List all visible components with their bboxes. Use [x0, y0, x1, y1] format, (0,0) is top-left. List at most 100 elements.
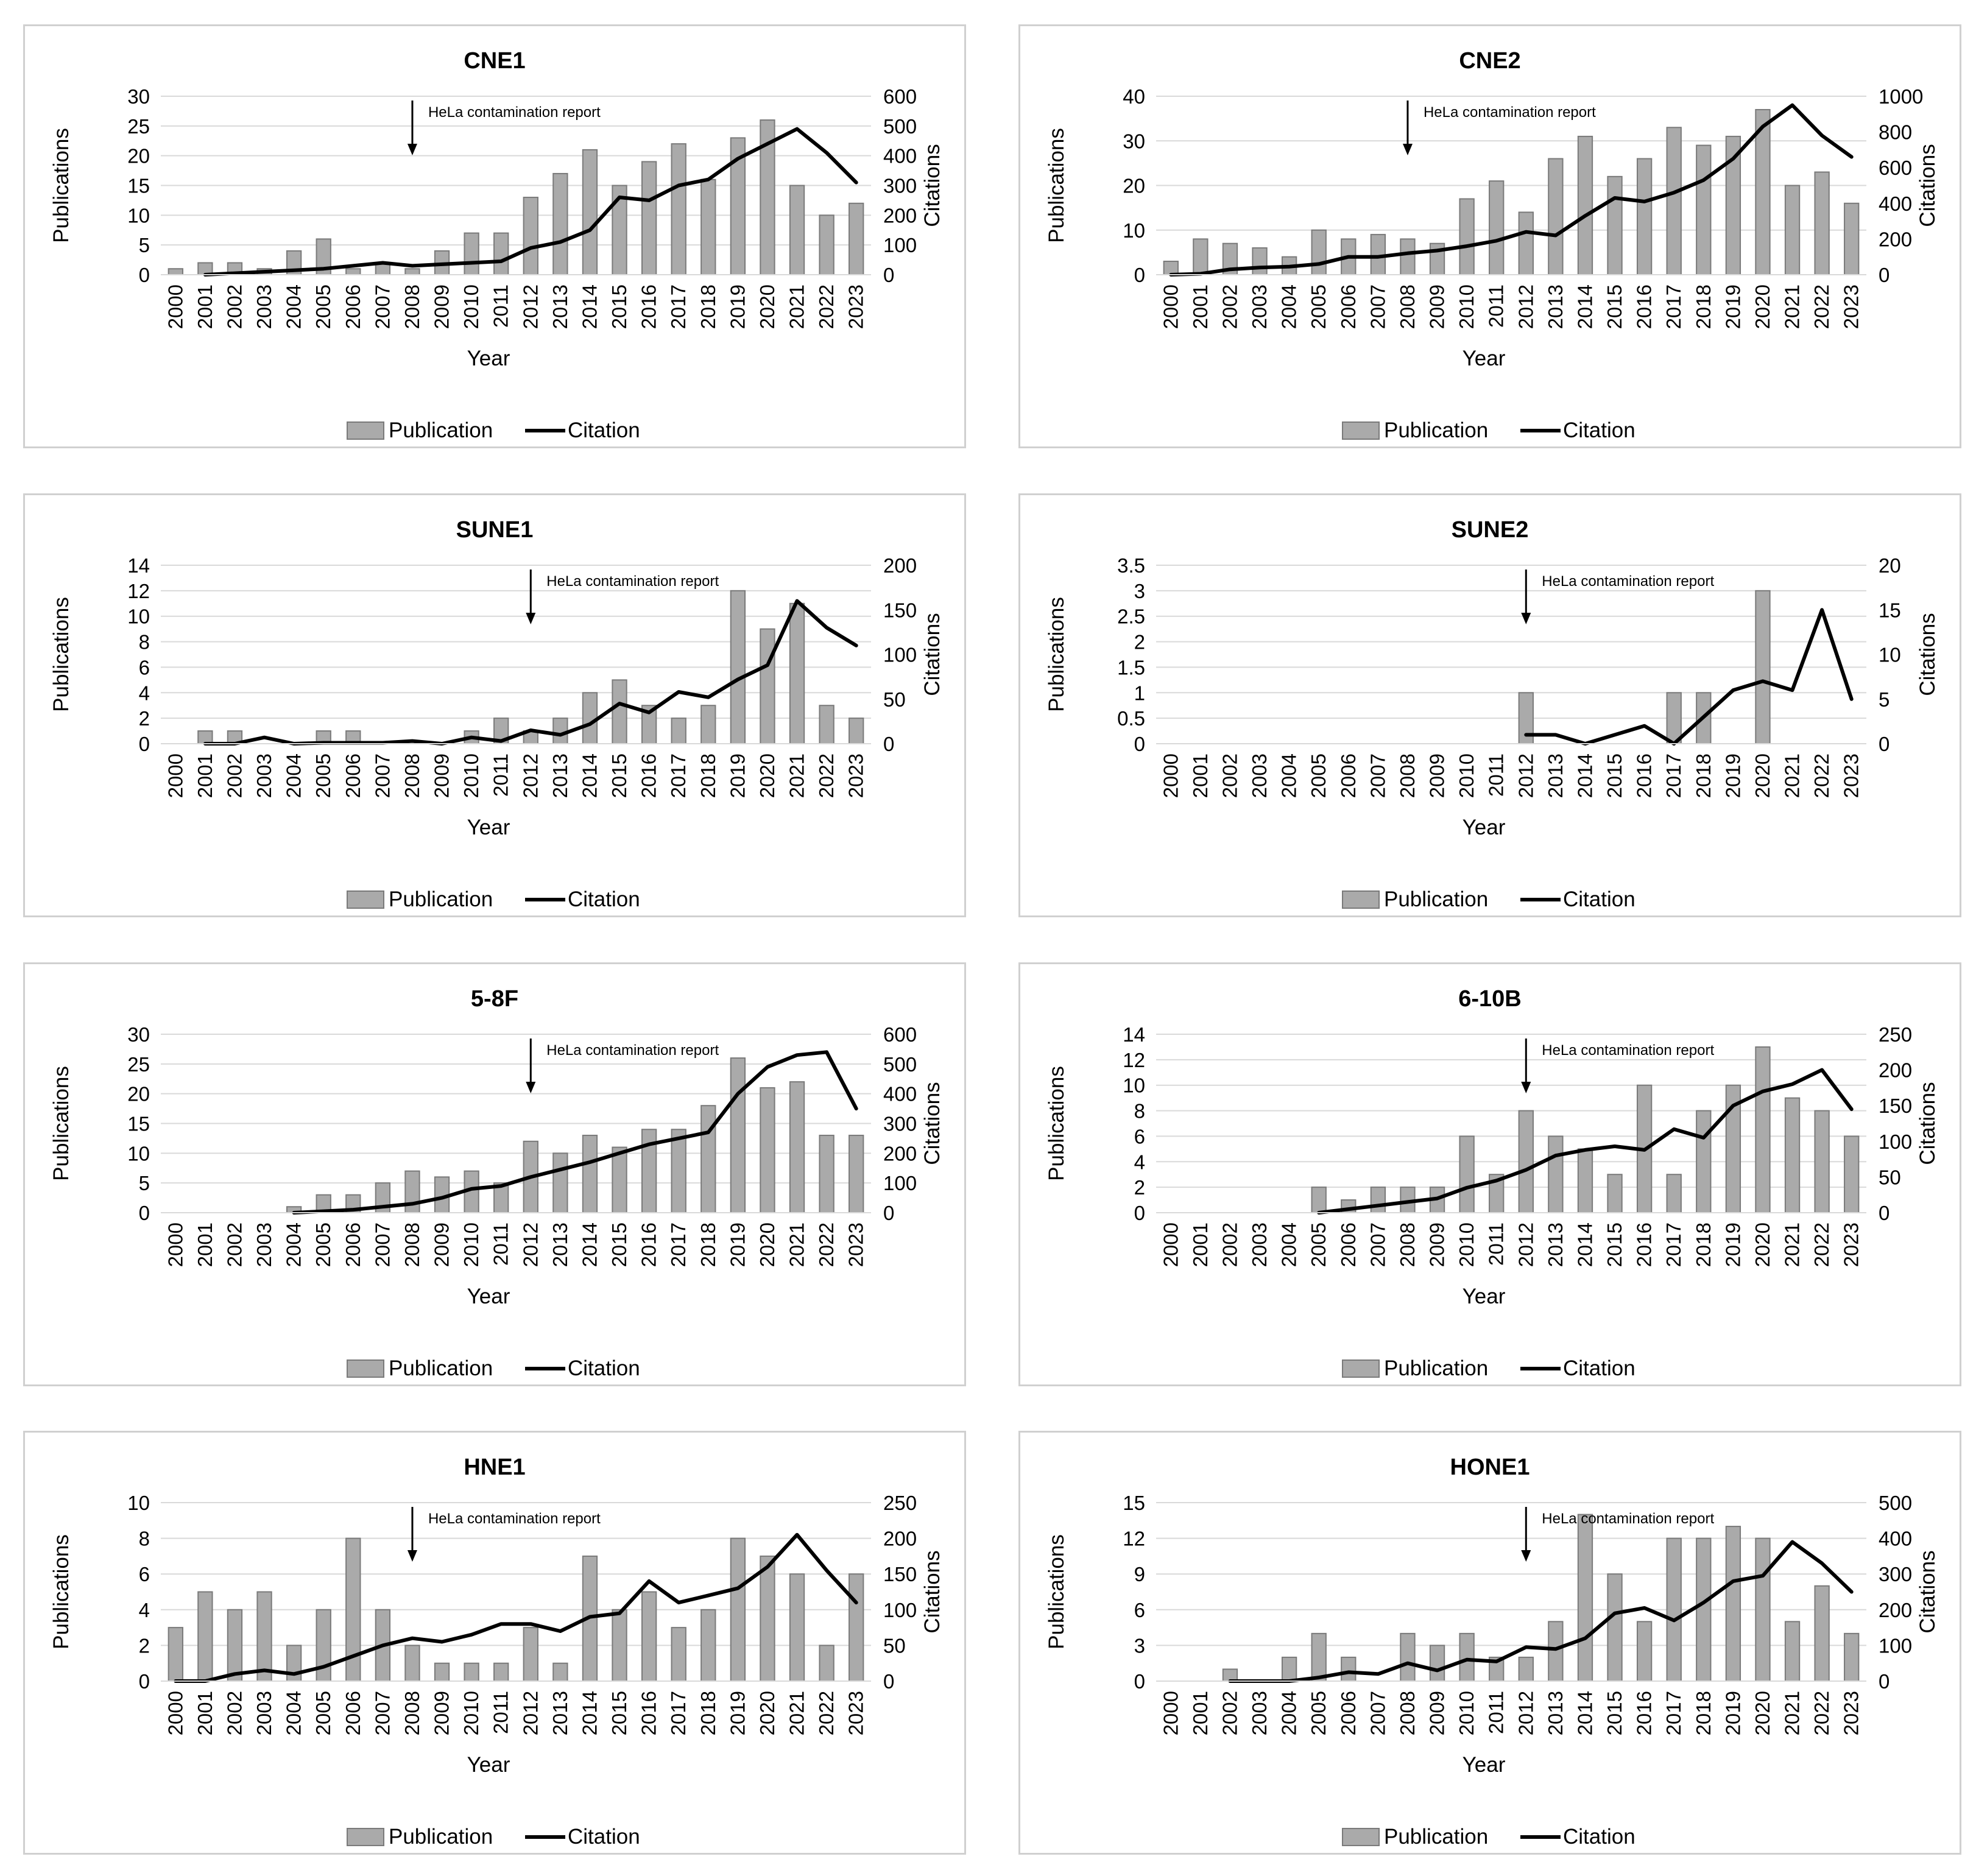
right-tick-label: 20 [1879, 554, 1901, 577]
x-tick-label: 2002 [223, 753, 245, 798]
x-tick-label: 2021 [786, 1691, 808, 1735]
x-tick-label: 2004 [283, 753, 305, 798]
x-tick-label: 2004 [283, 1691, 305, 1735]
x-axis-label: Year [1463, 1753, 1506, 1777]
publication-bar [1193, 238, 1209, 275]
annotation-label: HeLa contamination report [1542, 573, 1714, 590]
x-tick-label: 2014 [1573, 753, 1596, 798]
x-tick-label: 2017 [667, 753, 690, 798]
x-tick-label: 2002 [1218, 1691, 1241, 1735]
publication-bar [612, 679, 627, 745]
x-tick-label: 2010 [460, 1691, 482, 1735]
annotation-label: HeLa contamination report [1542, 1042, 1714, 1059]
x-tick-label: 2004 [1278, 1222, 1300, 1267]
publication-bar [464, 232, 479, 275]
citation-line [1524, 608, 1854, 746]
x-tick-label: 2008 [1396, 284, 1419, 329]
left-tick-label: 15 [127, 1113, 150, 1135]
chart-svg: SUNE2 0 0.5 1 1.52 2.5 3 3.5 0 5 10 15 20 2000 2001 200… [1045, 517, 1939, 911]
left-tick-label: 8 [1134, 1100, 1145, 1123]
x-tick-label: 2010 [1455, 753, 1478, 798]
legend-bar-swatch [347, 421, 384, 440]
x-tick-label: 2023 [845, 1222, 867, 1267]
publication-bar [1429, 1645, 1445, 1682]
left-tick-label: 4 [1134, 1151, 1145, 1173]
left-tick-label: 30 [127, 1023, 150, 1046]
x-tick-label: 2014 [578, 284, 601, 329]
legend-bar-swatch [1342, 1828, 1380, 1846]
x-tick-label: 2004 [1278, 1691, 1300, 1735]
citation-line [1228, 1540, 1854, 1683]
x-tick-label: 2003 [253, 1691, 275, 1735]
x-tick-label: 2000 [1159, 1222, 1182, 1267]
x-tick-label: 2018 [697, 284, 719, 329]
x-tick-label: 2003 [253, 753, 275, 798]
x-tick-label: 2017 [667, 284, 690, 329]
x-tick-label: 2001 [194, 1691, 216, 1735]
publication-bar [700, 178, 716, 275]
x-tick-label: 2008 [401, 753, 423, 798]
right-tick-label: 100 [883, 1172, 917, 1194]
publication-bar [1755, 1537, 1771, 1682]
x-tick-label: 2019 [1721, 284, 1744, 329]
right-tick-label: 100 [883, 1599, 917, 1621]
left-tick-label: 6 [1134, 1125, 1145, 1148]
x-tick-label: 2020 [756, 1222, 778, 1267]
x-tick-label: 2022 [815, 1222, 838, 1267]
left-tick-label: 20 [1123, 175, 1145, 197]
publication-bar [1844, 202, 1860, 275]
x-tick-label: 2008 [401, 1691, 423, 1735]
left-tick-label: 12 [1123, 1049, 1145, 1071]
right-tick-label: 5 [1879, 688, 1890, 711]
chart-panel-sune1: SUNE1 0 2 4 6 8 10 12 14 0 50 100 150 200 2000 2001 2002… [23, 493, 966, 917]
x-tick-label: 2015 [608, 753, 630, 798]
left-tick-label: 1.5 [1117, 656, 1145, 679]
publication-bar [789, 1573, 805, 1682]
right-tick-label: 300 [883, 175, 917, 197]
publication-bar [1666, 692, 1682, 744]
x-tick-label: 2015 [608, 284, 630, 329]
right-tick-label: 0 [1879, 1670, 1890, 1693]
x-tick-label: 2023 [845, 753, 867, 798]
publication-bar [700, 705, 716, 745]
x-tick-label: 2010 [1455, 1222, 1478, 1267]
right-tick-label: 600 [1879, 157, 1912, 179]
left-tick-label: 0 [139, 733, 150, 755]
left-tick-label: 30 [127, 85, 150, 108]
publication-bar [819, 1135, 835, 1213]
x-tick-label: 2013 [1544, 1222, 1567, 1267]
x-tick-label: 2021 [1781, 1222, 1804, 1267]
x-tick-label: 2004 [283, 284, 305, 329]
legend-bar-label: Publication [389, 418, 493, 442]
x-tick-label: 2011 [1485, 1691, 1508, 1734]
x-tick-label: 2023 [1840, 284, 1863, 329]
left-tick-label: 4 [139, 1599, 150, 1621]
right-tick-label: 200 [883, 1142, 917, 1165]
x-tick-label: 2006 [1337, 284, 1360, 329]
chart-title: HNE1 [464, 1455, 525, 1480]
annotation-label: HeLa contamination report [546, 573, 719, 590]
x-tick-label: 2009 [431, 284, 453, 329]
publication-bar [1636, 158, 1653, 275]
chart-panel-sune2: SUNE2 0 0.5 1 1.5 2 2.5 3 3.5 0 5 10 15 20 2000 2001 200… [1018, 493, 1961, 917]
x-tick-label: 2021 [1781, 284, 1804, 329]
x-axis-label: Year [467, 1285, 510, 1308]
x-tick-label: 2015 [1603, 1691, 1626, 1735]
x-tick-label: 2010 [1455, 1691, 1478, 1735]
publication-bar [1311, 1632, 1327, 1682]
right-tick-label: 1000 [1879, 85, 1923, 108]
publication-bar [552, 172, 568, 275]
right-axis-label: Citations [1916, 613, 1939, 696]
right-tick-label: 200 [1879, 228, 1912, 250]
right-tick-label: 200 [1879, 1059, 1912, 1082]
annotation-arrowhead [1521, 1082, 1531, 1093]
right-tick-label: 500 [883, 1053, 917, 1076]
right-tick-label: 100 [883, 234, 917, 256]
publication-bar [434, 1662, 450, 1682]
x-tick-label: 2022 [1810, 753, 1833, 798]
chart-svg: HONE1 0 3 6 9 12 15 0 100 200 300 400 500 2000 2001 200… [1045, 1455, 1939, 1849]
publication-bar [316, 1609, 331, 1682]
legend-bar-label: Publication [1384, 887, 1488, 911]
